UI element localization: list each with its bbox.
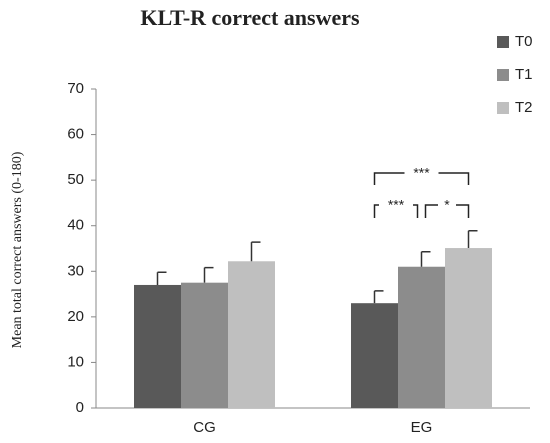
significance-label: ***	[388, 197, 405, 213]
y-tick-label: 40	[67, 217, 84, 234]
bar	[134, 284, 181, 408]
legend-label: T1	[515, 66, 533, 83]
error-bar	[156, 271, 167, 285]
x-tick-label: EG	[411, 419, 433, 436]
significance-bracket	[424, 204, 470, 218]
y-tick-label: 10	[67, 353, 84, 370]
error-bar	[203, 266, 214, 283]
error-bar	[420, 250, 431, 267]
y-tick-label: 30	[67, 262, 84, 279]
legend-swatch	[497, 102, 509, 114]
legend-swatch	[497, 36, 509, 48]
y-axis-label: Mean total correct answers (0-180)	[10, 151, 25, 348]
significance-label: *	[444, 197, 450, 213]
x-tick-label: CG	[193, 419, 216, 436]
significance-bracket	[373, 172, 470, 185]
significance-label: ***	[413, 165, 430, 181]
y-tick-label: 50	[67, 171, 84, 188]
y-tick-label: 60	[67, 126, 84, 143]
legend-label: T0	[515, 33, 533, 50]
legend-swatch	[497, 69, 509, 81]
error-bar	[467, 229, 478, 249]
error-bar	[373, 290, 384, 304]
chart-title: KLT-R correct answers	[140, 5, 360, 30]
legend-label: T2	[515, 99, 533, 116]
y-tick-label: 70	[67, 80, 84, 97]
y-tick-label: 20	[67, 308, 84, 325]
significance-bracket	[373, 204, 419, 218]
bar	[351, 303, 398, 408]
error-bar	[250, 241, 261, 262]
bar	[228, 261, 275, 408]
y-tick-label: 0	[76, 399, 84, 416]
bar	[181, 282, 228, 408]
bar	[398, 266, 445, 408]
bar	[445, 248, 492, 408]
